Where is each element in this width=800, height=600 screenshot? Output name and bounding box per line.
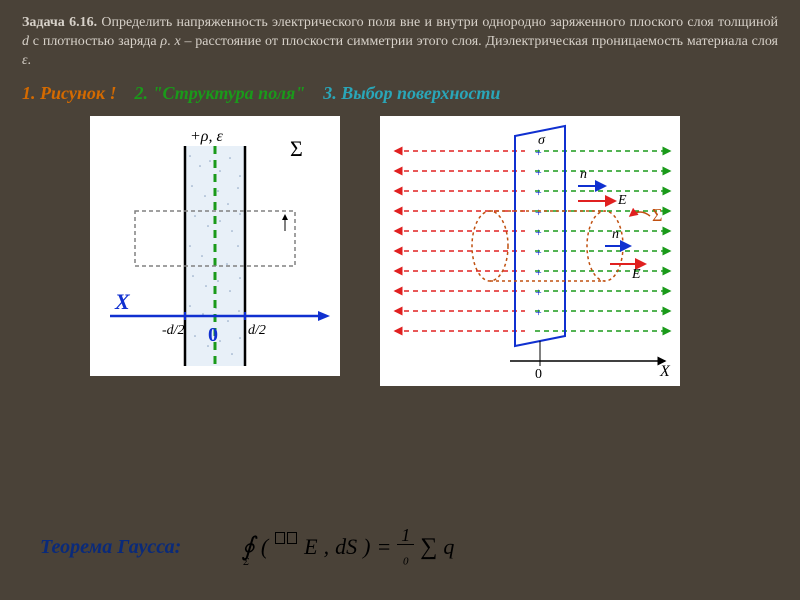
figure-1-slab: X 0 -d/2 d/2 +ρ, ε Σ [90,116,340,376]
svg-text:+: + [535,165,542,179]
steps-row: 1. Рисунок ! 2. "Структура поля" 3. Выбо… [0,77,800,108]
sigma-label: Σ [290,136,303,161]
svg-text:+: + [535,285,542,299]
theorem-row: Теорема Гаусса: ∮Σ ( E, dS ) = 1 0 ∑ q [40,526,454,568]
top-label: +ρ, ε [190,128,223,145]
tick-right: d/2 [248,323,266,338]
svg-text:+: + [535,305,542,319]
svg-text:0: 0 [535,367,542,382]
figure-2-field: +++ +++ +++ σ n⃗ n⃗ E⃗ E⃗ Σ 0 X [380,116,680,386]
svg-text:+: + [535,205,542,219]
svg-text:+: + [535,265,542,279]
svg-text:+: + [535,245,542,259]
svg-text:+: + [535,225,542,239]
step-3: 3. Выбор поверхности [323,83,500,103]
fraction: 1 0 [397,526,414,568]
problem-statement: Задача 6.16. Определить напряженность эл… [0,0,800,77]
step-1: 1. Рисунок ! [22,83,116,103]
problem-label: Задача 6.16. [22,15,97,30]
integral-icon: ∮Σ [241,534,255,560]
step-2: 2. "Структура поля" [134,83,305,103]
theorem-label: Теорема Гаусса: [40,536,181,559]
Sigma-label: Σ [652,205,662,225]
sigma-plane: σ [538,133,546,148]
svg-text:E⃗: E⃗ [631,267,651,282]
axis-label-x: X [114,289,131,314]
svg-text:n⃗: n⃗ [612,227,630,242]
origin-label: 0 [208,324,218,346]
sum-icon: ∑ [420,534,437,561]
svg-text:+: + [535,185,542,199]
svg-text:n⃗: n⃗ [580,167,598,182]
tick-left: -d/2 [162,323,185,338]
svg-text:E⃗: E⃗ [617,193,637,208]
svg-text:X: X [659,363,671,380]
figures-row: X 0 -d/2 d/2 +ρ, ε Σ [0,108,800,386]
gauss-formula: ∮Σ ( E, dS ) = 1 0 ∑ q [241,526,454,568]
